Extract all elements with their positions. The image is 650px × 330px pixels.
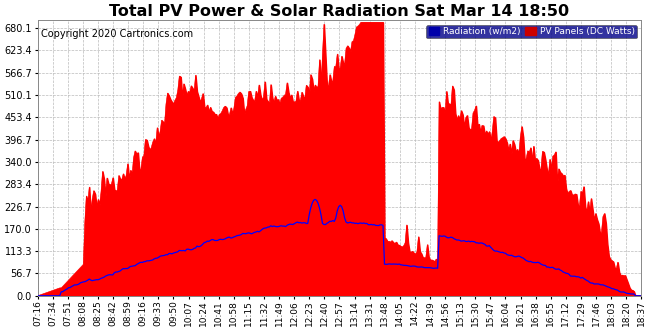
Text: Copyright 2020 Cartronics.com: Copyright 2020 Cartronics.com <box>40 29 193 39</box>
Legend: Radiation (w/m2), PV Panels (DC Watts): Radiation (w/m2), PV Panels (DC Watts) <box>426 25 637 38</box>
Title: Total PV Power & Solar Radiation Sat Mar 14 18:50: Total PV Power & Solar Radiation Sat Mar… <box>109 4 569 19</box>
